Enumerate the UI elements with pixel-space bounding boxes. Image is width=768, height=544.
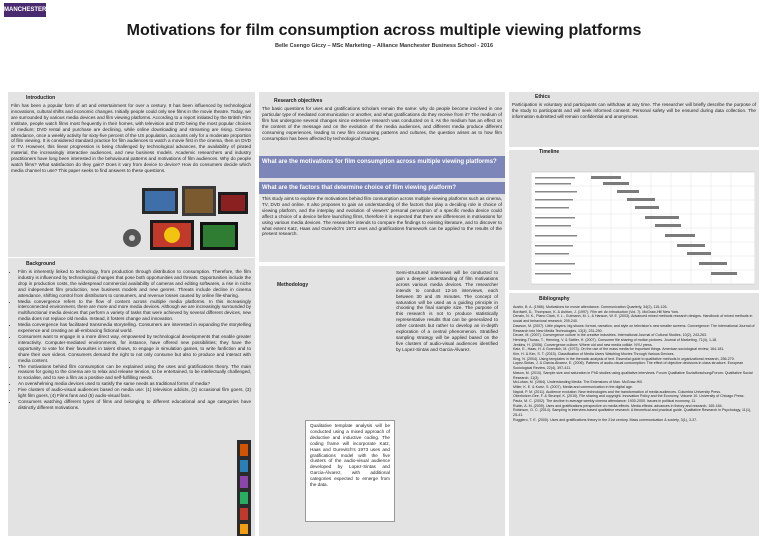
ethics-text: Participation is voluntary and participa… [512,102,756,119]
bibliography-entry: Dawson, M. (2007). Little players, big s… [513,323,755,333]
bibliography-entry: King, N. (2004). Using templates in the … [513,356,735,361]
bibliography-entry: Mason, M. (2010). Sample size and satura… [513,370,753,380]
background-item: Media convergence has facilitated transm… [18,322,251,334]
bibliography-entry: Deuze, M. (2007). Convergence culture in… [513,333,708,338]
timeline-heading: Timeline [539,149,560,155]
background-heading: Background [26,261,56,267]
research-objectives-text: The basic questions for uses and gratifi… [262,106,502,141]
introduction-heading: Introduction [26,95,56,101]
introduction-text: Film has been a popular form of art and … [11,103,251,173]
methodology-text-2: Qualitative template analysis will be co… [310,423,390,488]
bibliography-entry: Kim, H. & Kim, S. T. (2015). Classificat… [513,352,675,357]
timeline-gantt-chart [530,158,756,286]
bibliography-panel: Bibliography Austin, B. A. (1986). Motiv… [509,293,759,536]
background-item: Five clusters of audio-visual audiences … [18,387,251,399]
research-objectives-heading: Research objectives [274,98,323,104]
bibliography-entry: McLuhan, M. (1964). Understanding Media:… [513,380,643,385]
bibliography-entry: Robinson, O. C. (2014). Sampling in inte… [513,408,752,418]
bibliography-entry: Lopez-Sintas, J. & Garcia-Álvarez, E. (2… [513,361,744,371]
bibliography-entry: Napoli, P. M. (2011). Audience evolution… [513,389,722,394]
bibliography-entry: Miller, K. E. & Kurtz, S. (2007). Media … [513,384,633,389]
film-collage-image [120,178,250,256]
bibliography-entry: Rubin, A. M. (2009). Uses and gratificat… [513,403,723,408]
bibliography-entry: Denzin, N. K., Plano Clark, V. L., Gutma… [513,314,753,324]
bibliography-entry: Jenkins, H. (2006). Convergence culture:… [513,342,653,347]
research-aim-text: This study aims to explore the motivatio… [262,196,502,237]
bibliography-entry: Austin, B. A. (1986). Motivations for mo… [513,305,668,309]
bibliography-entry: Ruggiero, T. E. (2000). Uses and gratifi… [513,417,698,422]
poster-subtitle: Belle Csengo Giczy – MSc Marketing – All… [274,43,494,49]
ethics-panel: Ethics Participation is voluntary and pa… [509,92,759,147]
poster-title: Motivations for film consumption across … [126,22,642,39]
timeline-panel: Timeline [509,149,759,290]
background-list: Film is inherently linked to technology,… [11,269,251,411]
bibliography-heading: Bibliography [539,296,570,302]
background-panel: Background Film is inherently linked to … [8,258,255,536]
background-item: Media convergence refers to the flow of … [18,299,251,323]
research-question-1: What are the motivations for film consum… [259,156,505,178]
background-item: Consumers watching different types of fi… [18,399,251,411]
university-logo: MANCHESTER [4,3,46,17]
methodology-text-1: Semi-structured interviews will be condu… [396,270,498,352]
bibliography-entry: Bordwell, D., Thompson, K. & Ashton, J. … [513,309,680,314]
background-item: Film is inherently linked to technology,… [18,269,251,299]
bibliography-entry: Pautz, M. C. (2002). The decline in aver… [513,399,697,404]
background-item: The motivations behind film consumption … [18,364,251,382]
bibliography-entry: Oberholzer-Gee, F. & Strumpf, K. (2010).… [513,394,745,399]
bibliography-entry: Henning-Thurau, T., Henning, V. & Sattle… [513,337,718,342]
background-item: Consumers want to engage in a more direc… [18,334,251,364]
bibliography-list: Austin, B. A. (1986). Motivations for mo… [513,305,755,423]
background-item: An overwhelming media devices used to sa… [18,381,251,387]
research-question-2: What are the factors that determine choi… [259,182,505,194]
ethics-heading: Ethics [535,94,551,100]
filmstrip-image [234,440,254,536]
bibliography-entry: Katz, E., Haas, H. & Gurevitch, M. (1973… [513,347,725,352]
methodology-analysis-box: Qualitative template analysis will be co… [305,420,395,522]
methodology-heading: Methodology [277,282,309,288]
